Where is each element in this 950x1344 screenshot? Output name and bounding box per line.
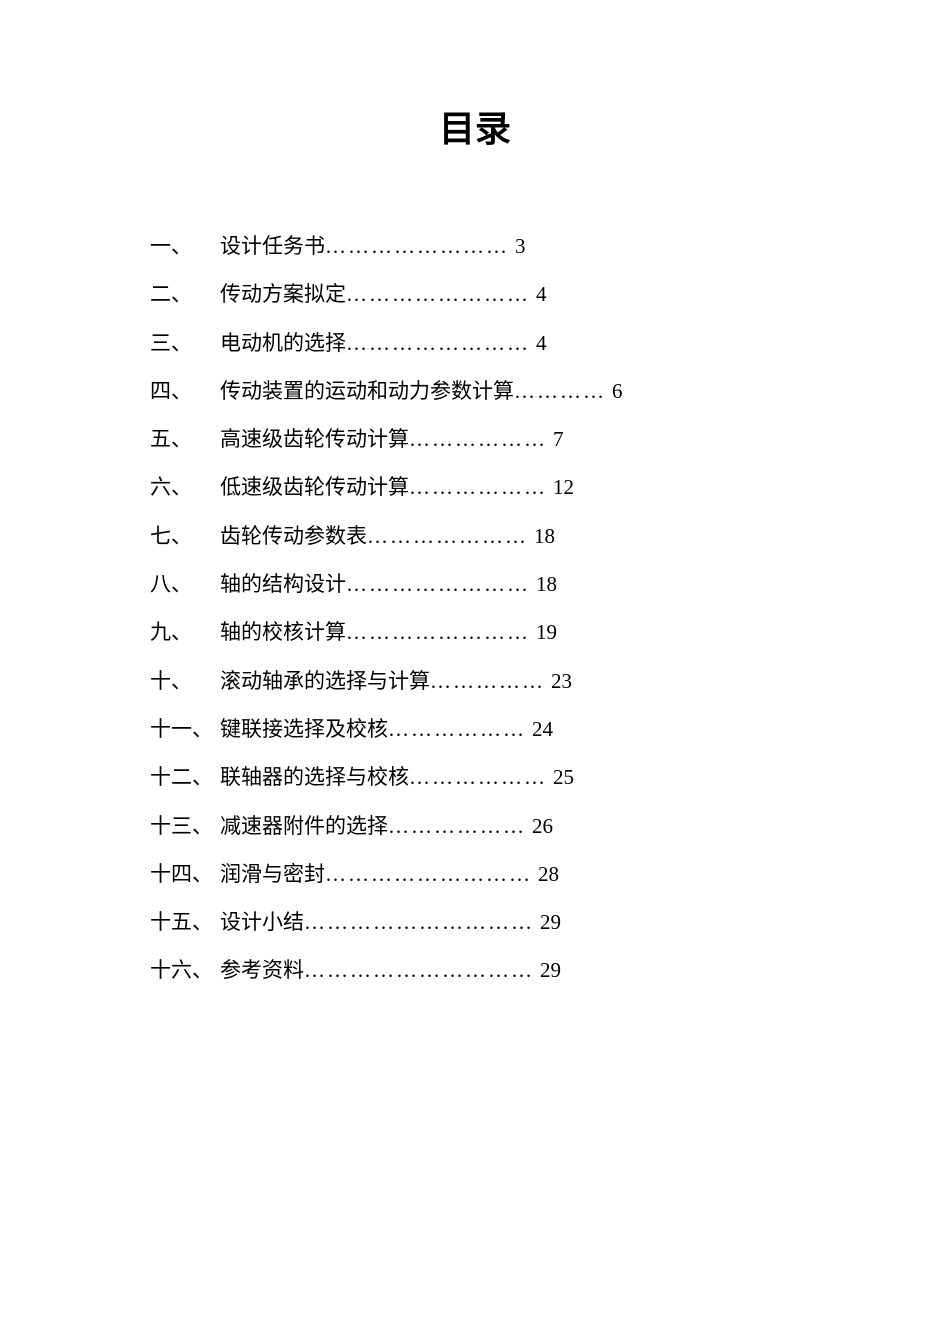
toc-item: 二、传动方案拟定……………………4	[150, 270, 800, 318]
toc-item-dots: ……………………	[346, 608, 530, 656]
toc-item: 十、滚动轴承的选择与计算……………23	[150, 657, 800, 705]
toc-item-number: 七、	[150, 512, 220, 560]
toc-item-text: 轴的校核计算	[220, 608, 346, 656]
toc-item-number: 三、	[150, 319, 220, 367]
toc-item-page: 18	[530, 560, 557, 608]
toc-item-page: 12	[547, 463, 574, 511]
page-title: 目录	[150, 100, 800, 152]
toc-item-page: 29	[534, 898, 561, 946]
toc-item-page: 23	[545, 657, 572, 705]
toc-item-text: 参考资料	[220, 946, 304, 994]
toc-item: 三、电动机的选择……………………4	[150, 319, 800, 367]
toc-item-text: 齿轮传动参数表	[220, 512, 367, 560]
toc-list: 一、设计任务书……………………3二、传动方案拟定……………………4三、电动机的选…	[150, 222, 800, 995]
toc-item: 八、轴的结构设计……………………18	[150, 560, 800, 608]
toc-item-page: 28	[532, 850, 559, 898]
toc-item-dots: ………………	[388, 705, 526, 753]
toc-item-page: 24	[526, 705, 553, 753]
toc-item-page: 6	[606, 367, 623, 415]
toc-item-text: 设计任务书	[220, 222, 325, 270]
toc-item-number: 十五、	[150, 898, 220, 946]
toc-item: 十六、参考资料…………………………29	[150, 946, 800, 994]
toc-item-text: 润滑与密封	[220, 850, 325, 898]
toc-item-number: 九、	[150, 608, 220, 656]
toc-item-dots: ………………	[388, 802, 526, 850]
toc-item-dots: ……………………	[325, 222, 509, 270]
toc-item-text: 高速级齿轮传动计算	[220, 415, 409, 463]
toc-item: 十一、键联接选择及校核………………24	[150, 705, 800, 753]
toc-item-page: 7	[547, 415, 564, 463]
toc-item-page: 25	[547, 753, 574, 801]
toc-item-number: 八、	[150, 560, 220, 608]
toc-item: 七、齿轮传动参数表…………………18	[150, 512, 800, 560]
toc-item-dots: ……………	[430, 657, 545, 705]
toc-item: 五、高速级齿轮传动计算………………7	[150, 415, 800, 463]
toc-item-dots: ……………………	[346, 319, 530, 367]
toc-item-number: 十一、	[150, 705, 220, 753]
toc-item-number: 十六、	[150, 946, 220, 994]
toc-item-text: 键联接选择及校核	[220, 705, 388, 753]
toc-item-text: 联轴器的选择与校核	[220, 753, 409, 801]
toc-item-page: 3	[509, 222, 526, 270]
toc-item-number: 十、	[150, 657, 220, 705]
toc-item-number: 六、	[150, 463, 220, 511]
toc-item-text: 轴的结构设计	[220, 560, 346, 608]
toc-item-text: 低速级齿轮传动计算	[220, 463, 409, 511]
toc-item: 六、低速级齿轮传动计算………………12	[150, 463, 800, 511]
toc-item-number: 一、	[150, 222, 220, 270]
toc-item-page: 4	[530, 319, 547, 367]
toc-item-page: 18	[528, 512, 555, 560]
toc-item-dots: …………………………	[304, 946, 534, 994]
toc-item-text: 传动装置的运动和动力参数计算	[220, 367, 514, 415]
toc-item-dots: ………………	[409, 753, 547, 801]
toc-item-number: 五、	[150, 415, 220, 463]
toc-item-page: 26	[526, 802, 553, 850]
toc-item-number: 十三、	[150, 802, 220, 850]
toc-item-dots: …………………	[367, 512, 528, 560]
toc-item: 四、传动装置的运动和动力参数计算…………6	[150, 367, 800, 415]
toc-item-text: 减速器附件的选择	[220, 802, 388, 850]
toc-item-dots: ………………	[409, 415, 547, 463]
toc-item-dots: …………	[514, 367, 606, 415]
toc-item-text: 滚动轴承的选择与计算	[220, 657, 430, 705]
toc-item-page: 29	[534, 946, 561, 994]
toc-item-dots: ……………………	[346, 560, 530, 608]
toc-item-number: 十二、	[150, 753, 220, 801]
toc-item: 九、轴的校核计算……………………19	[150, 608, 800, 656]
toc-item-number: 二、	[150, 270, 220, 318]
toc-item-text: 设计小结	[220, 898, 304, 946]
toc-item: 十四、润滑与密封………………………28	[150, 850, 800, 898]
toc-item: 一、设计任务书……………………3	[150, 222, 800, 270]
toc-item: 十五、设计小结…………………………29	[150, 898, 800, 946]
toc-item-number: 十四、	[150, 850, 220, 898]
toc-item-text: 传动方案拟定	[220, 270, 346, 318]
toc-item-page: 19	[530, 608, 557, 656]
toc-item: 十二、联轴器的选择与校核………………25	[150, 753, 800, 801]
toc-item-text: 电动机的选择	[220, 319, 346, 367]
toc-item: 十三、减速器附件的选择………………26	[150, 802, 800, 850]
toc-item-number: 四、	[150, 367, 220, 415]
toc-item-page: 4	[530, 270, 547, 318]
toc-item-dots: ……………………	[346, 270, 530, 318]
toc-item-dots: ………………	[409, 463, 547, 511]
toc-item-dots: ………………………	[325, 850, 532, 898]
toc-item-dots: …………………………	[304, 898, 534, 946]
